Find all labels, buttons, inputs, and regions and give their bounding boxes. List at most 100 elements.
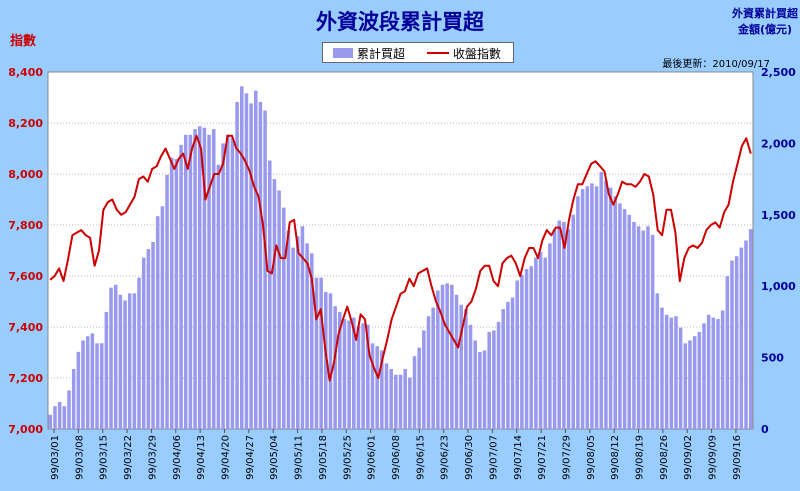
bar xyxy=(697,331,702,429)
bar xyxy=(380,350,384,429)
bar xyxy=(146,249,151,429)
bar xyxy=(225,134,230,429)
left-tick-label: 7,400 xyxy=(8,321,43,334)
bar xyxy=(352,317,356,429)
bar xyxy=(576,196,580,429)
bar xyxy=(431,307,435,429)
bar xyxy=(543,257,548,429)
bar xyxy=(338,311,342,429)
bar xyxy=(57,401,62,429)
bar xyxy=(478,351,482,429)
bar xyxy=(127,293,132,429)
bar xyxy=(520,274,524,429)
bar xyxy=(580,189,585,429)
bar xyxy=(450,284,454,429)
last-updated: 最後更新：2010/09/17 xyxy=(662,59,770,70)
left-tick-label: 7,800 xyxy=(8,219,43,232)
bar xyxy=(314,277,319,429)
x-tick-label: 99/09/02 xyxy=(683,435,694,480)
bar xyxy=(482,350,487,429)
bar xyxy=(487,331,491,429)
x-tick-label: 99/03/01 xyxy=(50,435,61,480)
bar xyxy=(492,330,496,429)
bar xyxy=(618,203,622,429)
bar xyxy=(71,369,76,429)
bar xyxy=(501,309,505,429)
bar xyxy=(711,317,716,429)
bar xyxy=(562,221,566,429)
legend: 累計買超 收盤指數 xyxy=(322,42,514,63)
left-tick-label: 8,400 xyxy=(8,66,43,79)
right-tick-label: 2,500 xyxy=(761,66,796,79)
bar xyxy=(249,103,253,429)
bar xyxy=(389,369,393,429)
bar xyxy=(319,277,323,429)
x-tick-label: 99/06/30 xyxy=(464,435,475,480)
bar xyxy=(81,340,85,429)
bar xyxy=(510,297,515,429)
bar xyxy=(384,363,389,429)
bar xyxy=(193,129,197,429)
bar xyxy=(674,316,678,429)
legend-label-line: 收盤指數 xyxy=(453,47,502,61)
bar xyxy=(137,277,141,429)
bar xyxy=(305,243,309,429)
left-axis-label: 指數 xyxy=(10,34,37,49)
x-axis-ticks: 99/03/01 99/03/08 99/03/15 99/03/22 99/03/29… xyxy=(50,429,743,480)
bar xyxy=(333,306,337,429)
bar xyxy=(67,390,71,429)
bar xyxy=(141,257,146,429)
left-tick-label: 7,600 xyxy=(8,270,43,283)
bar xyxy=(99,343,104,429)
index-line xyxy=(49,134,752,382)
x-tick-label: 99/04/06 xyxy=(172,435,183,480)
bar xyxy=(216,164,221,429)
bar xyxy=(267,160,272,429)
x-tick-label: 99/05/18 xyxy=(318,435,329,480)
bar xyxy=(417,347,421,429)
bar xyxy=(169,157,174,429)
bar xyxy=(165,174,169,429)
bar xyxy=(529,266,534,429)
bar xyxy=(202,127,207,429)
bar xyxy=(524,269,529,429)
bar xyxy=(515,280,519,429)
bar xyxy=(375,346,379,429)
bar xyxy=(244,93,249,430)
bar xyxy=(258,101,263,429)
bar xyxy=(324,291,328,429)
bar xyxy=(716,319,720,429)
bar xyxy=(412,356,417,429)
bar xyxy=(221,143,225,429)
bar xyxy=(459,304,463,429)
bar xyxy=(599,171,604,429)
bar xyxy=(440,284,445,429)
x-tick-label: 99/09/16 xyxy=(732,435,743,480)
bar xyxy=(53,406,57,429)
x-tick-label: 99/05/25 xyxy=(342,435,353,480)
x-tick-label: 99/04/13 xyxy=(196,435,207,480)
bar xyxy=(104,311,109,429)
x-tick-label: 99/03/15 xyxy=(99,435,110,480)
x-tick-label: 99/06/01 xyxy=(367,435,378,480)
bar xyxy=(403,369,407,429)
bar xyxy=(720,310,725,429)
right-tick-label: 0 xyxy=(761,423,769,436)
bar xyxy=(604,180,608,429)
bar xyxy=(291,247,295,429)
x-tick-label: 99/03/22 xyxy=(123,435,134,480)
x-tick-label: 99/05/11 xyxy=(294,435,305,480)
bar xyxy=(310,253,314,429)
bar xyxy=(235,101,239,429)
x-tick-label: 99/07/07 xyxy=(488,435,499,480)
bar xyxy=(342,319,347,429)
right-tick-label: 1,500 xyxy=(761,209,796,222)
bar xyxy=(211,129,216,429)
bar xyxy=(370,343,375,429)
bar xyxy=(468,324,473,429)
bar xyxy=(496,321,501,429)
bar xyxy=(678,327,683,429)
bar xyxy=(263,110,267,429)
right-axis-label: 外資累計買超金額(億元) xyxy=(732,7,798,36)
